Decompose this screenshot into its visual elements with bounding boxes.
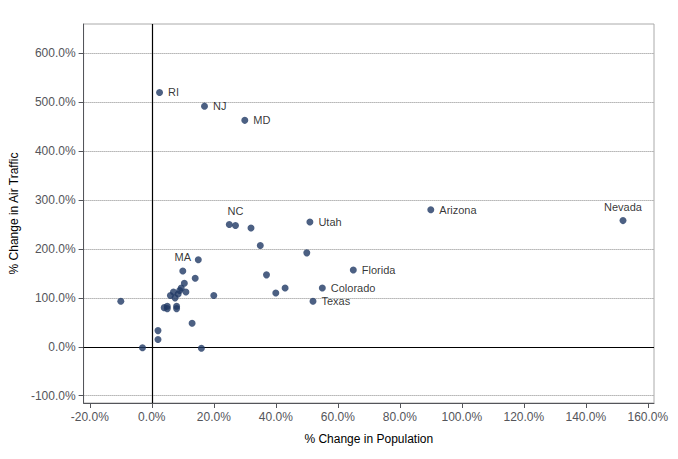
svg-text:500.0%: 500.0% bbox=[35, 95, 76, 109]
svg-text:80.0%: 80.0% bbox=[383, 410, 417, 424]
svg-text:140.0%: 140.0% bbox=[565, 410, 606, 424]
svg-text:100.0%: 100.0% bbox=[441, 410, 482, 424]
svg-text:Florida: Florida bbox=[362, 264, 397, 276]
svg-text:0.0%: 0.0% bbox=[48, 340, 76, 354]
svg-text:40.0%: 40.0% bbox=[259, 410, 293, 424]
svg-text:RI: RI bbox=[168, 86, 179, 98]
svg-text:Colorado: Colorado bbox=[331, 282, 376, 294]
svg-text:Texas: Texas bbox=[321, 295, 350, 307]
svg-text:100.0%: 100.0% bbox=[35, 291, 76, 305]
svg-text:MA: MA bbox=[175, 251, 192, 263]
svg-text:600.0%: 600.0% bbox=[35, 46, 76, 60]
svg-text:% Change in Population: % Change in Population bbox=[304, 432, 433, 446]
svg-text:400.0%: 400.0% bbox=[35, 144, 76, 158]
svg-text:160.0%: 160.0% bbox=[627, 410, 668, 424]
svg-text:200.0%: 200.0% bbox=[35, 242, 76, 256]
svg-text:120.0%: 120.0% bbox=[503, 410, 544, 424]
svg-text:% Change in Air Traffic: % Change in Air Traffic bbox=[7, 153, 21, 275]
svg-text:Utah: Utah bbox=[318, 216, 341, 228]
svg-text:60.0%: 60.0% bbox=[321, 410, 355, 424]
svg-text:MD: MD bbox=[253, 114, 270, 126]
svg-text:-100.0%: -100.0% bbox=[31, 389, 76, 403]
svg-text:NC: NC bbox=[228, 205, 244, 217]
svg-text:-20.0%: -20.0% bbox=[71, 410, 109, 424]
svg-text:Nevada: Nevada bbox=[604, 201, 643, 213]
svg-text:0.0%: 0.0% bbox=[138, 410, 166, 424]
svg-text:300.0%: 300.0% bbox=[35, 193, 76, 207]
svg-text:NJ: NJ bbox=[213, 100, 226, 112]
svg-text:Arizona: Arizona bbox=[439, 204, 477, 216]
svg-text:20.0%: 20.0% bbox=[197, 410, 231, 424]
